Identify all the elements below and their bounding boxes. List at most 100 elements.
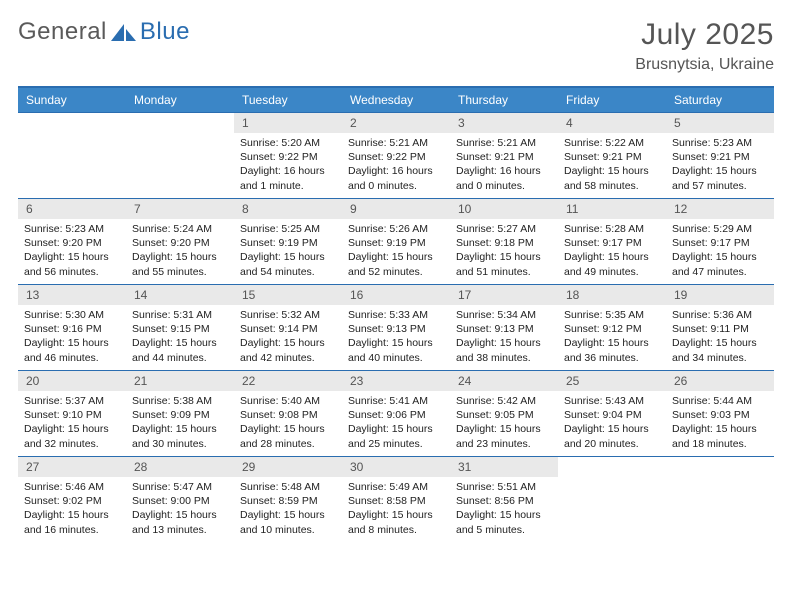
- calendar-day-cell: 16Sunrise: 5:33 AMSunset: 9:13 PMDayligh…: [342, 285, 450, 371]
- weekday-header: Friday: [558, 87, 666, 113]
- calendar-day-cell: [558, 457, 666, 543]
- calendar-day-cell: 23Sunrise: 5:41 AMSunset: 9:06 PMDayligh…: [342, 371, 450, 457]
- calendar-day-cell: 8Sunrise: 5:25 AMSunset: 9:19 PMDaylight…: [234, 199, 342, 285]
- day-details: Sunrise: 5:48 AMSunset: 8:59 PMDaylight:…: [234, 477, 342, 541]
- calendar-day-cell: 22Sunrise: 5:40 AMSunset: 9:08 PMDayligh…: [234, 371, 342, 457]
- calendar-day-cell: 28Sunrise: 5:47 AMSunset: 9:00 PMDayligh…: [126, 457, 234, 543]
- day-details: Sunrise: 5:23 AMSunset: 9:20 PMDaylight:…: [18, 219, 126, 283]
- day-details: Sunrise: 5:42 AMSunset: 9:05 PMDaylight:…: [450, 391, 558, 455]
- weekday-header: Wednesday: [342, 87, 450, 113]
- day-details: Sunrise: 5:32 AMSunset: 9:14 PMDaylight:…: [234, 305, 342, 369]
- day-number: 3: [450, 113, 558, 133]
- calendar-week-row: 6Sunrise: 5:23 AMSunset: 9:20 PMDaylight…: [18, 199, 774, 285]
- calendar-day-cell: 7Sunrise: 5:24 AMSunset: 9:20 PMDaylight…: [126, 199, 234, 285]
- brand-logo: General Blue: [18, 18, 190, 46]
- header: General Blue July 2025 Brusnytsia, Ukrai…: [18, 18, 774, 74]
- day-number: 15: [234, 285, 342, 305]
- day-details: Sunrise: 5:46 AMSunset: 9:02 PMDaylight:…: [18, 477, 126, 541]
- day-number: 28: [126, 457, 234, 477]
- day-details: Sunrise: 5:43 AMSunset: 9:04 PMDaylight:…: [558, 391, 666, 455]
- calendar-week-row: 13Sunrise: 5:30 AMSunset: 9:16 PMDayligh…: [18, 285, 774, 371]
- calendar-week-row: 20Sunrise: 5:37 AMSunset: 9:10 PMDayligh…: [18, 371, 774, 457]
- day-details: Sunrise: 5:44 AMSunset: 9:03 PMDaylight:…: [666, 391, 774, 455]
- calendar-day-cell: [18, 113, 126, 199]
- calendar-day-cell: 20Sunrise: 5:37 AMSunset: 9:10 PMDayligh…: [18, 371, 126, 457]
- calendar-day-cell: 27Sunrise: 5:46 AMSunset: 9:02 PMDayligh…: [18, 457, 126, 543]
- day-details: Sunrise: 5:41 AMSunset: 9:06 PMDaylight:…: [342, 391, 450, 455]
- calendar-day-cell: 18Sunrise: 5:35 AMSunset: 9:12 PMDayligh…: [558, 285, 666, 371]
- day-details: Sunrise: 5:28 AMSunset: 9:17 PMDaylight:…: [558, 219, 666, 283]
- day-number: 18: [558, 285, 666, 305]
- day-number: 9: [342, 199, 450, 219]
- day-details: Sunrise: 5:21 AMSunset: 9:21 PMDaylight:…: [450, 133, 558, 197]
- day-details: Sunrise: 5:22 AMSunset: 9:21 PMDaylight:…: [558, 133, 666, 197]
- day-details: Sunrise: 5:23 AMSunset: 9:21 PMDaylight:…: [666, 133, 774, 197]
- day-details: Sunrise: 5:21 AMSunset: 9:22 PMDaylight:…: [342, 133, 450, 197]
- day-number: 8: [234, 199, 342, 219]
- day-number: 27: [18, 457, 126, 477]
- day-number: 13: [18, 285, 126, 305]
- day-number: 5: [666, 113, 774, 133]
- day-number: 6: [18, 199, 126, 219]
- calendar-day-cell: 13Sunrise: 5:30 AMSunset: 9:16 PMDayligh…: [18, 285, 126, 371]
- day-number: 7: [126, 199, 234, 219]
- sail-icon: [111, 22, 137, 42]
- brand-part2: Blue: [140, 18, 190, 46]
- day-number: 14: [126, 285, 234, 305]
- day-details: Sunrise: 5:26 AMSunset: 9:19 PMDaylight:…: [342, 219, 450, 283]
- weekday-header: Tuesday: [234, 87, 342, 113]
- calendar-day-cell: 3Sunrise: 5:21 AMSunset: 9:21 PMDaylight…: [450, 113, 558, 199]
- calendar-day-cell: 4Sunrise: 5:22 AMSunset: 9:21 PMDaylight…: [558, 113, 666, 199]
- day-details: Sunrise: 5:24 AMSunset: 9:20 PMDaylight:…: [126, 219, 234, 283]
- calendar-day-cell: 10Sunrise: 5:27 AMSunset: 9:18 PMDayligh…: [450, 199, 558, 285]
- day-number: 4: [558, 113, 666, 133]
- title-block: July 2025 Brusnytsia, Ukraine: [635, 18, 774, 74]
- day-number: 29: [234, 457, 342, 477]
- day-details: Sunrise: 5:49 AMSunset: 8:58 PMDaylight:…: [342, 477, 450, 541]
- calendar-day-cell: 25Sunrise: 5:43 AMSunset: 9:04 PMDayligh…: [558, 371, 666, 457]
- day-details: Sunrise: 5:25 AMSunset: 9:19 PMDaylight:…: [234, 219, 342, 283]
- day-number: 10: [450, 199, 558, 219]
- day-number: 20: [18, 371, 126, 391]
- calendar-day-cell: 31Sunrise: 5:51 AMSunset: 8:56 PMDayligh…: [450, 457, 558, 543]
- day-details: Sunrise: 5:34 AMSunset: 9:13 PMDaylight:…: [450, 305, 558, 369]
- calendar-table: SundayMondayTuesdayWednesdayThursdayFrid…: [18, 86, 774, 543]
- calendar-day-cell: 9Sunrise: 5:26 AMSunset: 9:19 PMDaylight…: [342, 199, 450, 285]
- day-number: 31: [450, 457, 558, 477]
- day-details: Sunrise: 5:38 AMSunset: 9:09 PMDaylight:…: [126, 391, 234, 455]
- day-details: Sunrise: 5:47 AMSunset: 9:00 PMDaylight:…: [126, 477, 234, 541]
- weekday-header: Thursday: [450, 87, 558, 113]
- calendar-week-row: 1Sunrise: 5:20 AMSunset: 9:22 PMDaylight…: [18, 113, 774, 199]
- calendar-day-cell: 15Sunrise: 5:32 AMSunset: 9:14 PMDayligh…: [234, 285, 342, 371]
- day-number: 25: [558, 371, 666, 391]
- day-number: 21: [126, 371, 234, 391]
- day-number: 12: [666, 199, 774, 219]
- calendar-day-cell: 11Sunrise: 5:28 AMSunset: 9:17 PMDayligh…: [558, 199, 666, 285]
- calendar-day-cell: 2Sunrise: 5:21 AMSunset: 9:22 PMDaylight…: [342, 113, 450, 199]
- day-number: 30: [342, 457, 450, 477]
- weekday-header: Saturday: [666, 87, 774, 113]
- day-number: 24: [450, 371, 558, 391]
- calendar-day-cell: 14Sunrise: 5:31 AMSunset: 9:15 PMDayligh…: [126, 285, 234, 371]
- day-details: Sunrise: 5:27 AMSunset: 9:18 PMDaylight:…: [450, 219, 558, 283]
- weekday-header: Sunday: [18, 87, 126, 113]
- month-title: July 2025: [635, 18, 774, 52]
- day-number: 26: [666, 371, 774, 391]
- calendar-day-cell: [126, 113, 234, 199]
- calendar-day-cell: 26Sunrise: 5:44 AMSunset: 9:03 PMDayligh…: [666, 371, 774, 457]
- day-details: Sunrise: 5:37 AMSunset: 9:10 PMDaylight:…: [18, 391, 126, 455]
- day-number: 1: [234, 113, 342, 133]
- brand-part1: General: [18, 18, 107, 46]
- day-details: Sunrise: 5:35 AMSunset: 9:12 PMDaylight:…: [558, 305, 666, 369]
- calendar-day-cell: 21Sunrise: 5:38 AMSunset: 9:09 PMDayligh…: [126, 371, 234, 457]
- day-number: 16: [342, 285, 450, 305]
- calendar-day-cell: 5Sunrise: 5:23 AMSunset: 9:21 PMDaylight…: [666, 113, 774, 199]
- calendar-week-row: 27Sunrise: 5:46 AMSunset: 9:02 PMDayligh…: [18, 457, 774, 543]
- calendar-day-cell: 24Sunrise: 5:42 AMSunset: 9:05 PMDayligh…: [450, 371, 558, 457]
- day-details: Sunrise: 5:29 AMSunset: 9:17 PMDaylight:…: [666, 219, 774, 283]
- day-number: 23: [342, 371, 450, 391]
- day-number: 17: [450, 285, 558, 305]
- calendar-day-cell: 1Sunrise: 5:20 AMSunset: 9:22 PMDaylight…: [234, 113, 342, 199]
- calendar-header-row: SundayMondayTuesdayWednesdayThursdayFrid…: [18, 87, 774, 113]
- calendar-day-cell: 30Sunrise: 5:49 AMSunset: 8:58 PMDayligh…: [342, 457, 450, 543]
